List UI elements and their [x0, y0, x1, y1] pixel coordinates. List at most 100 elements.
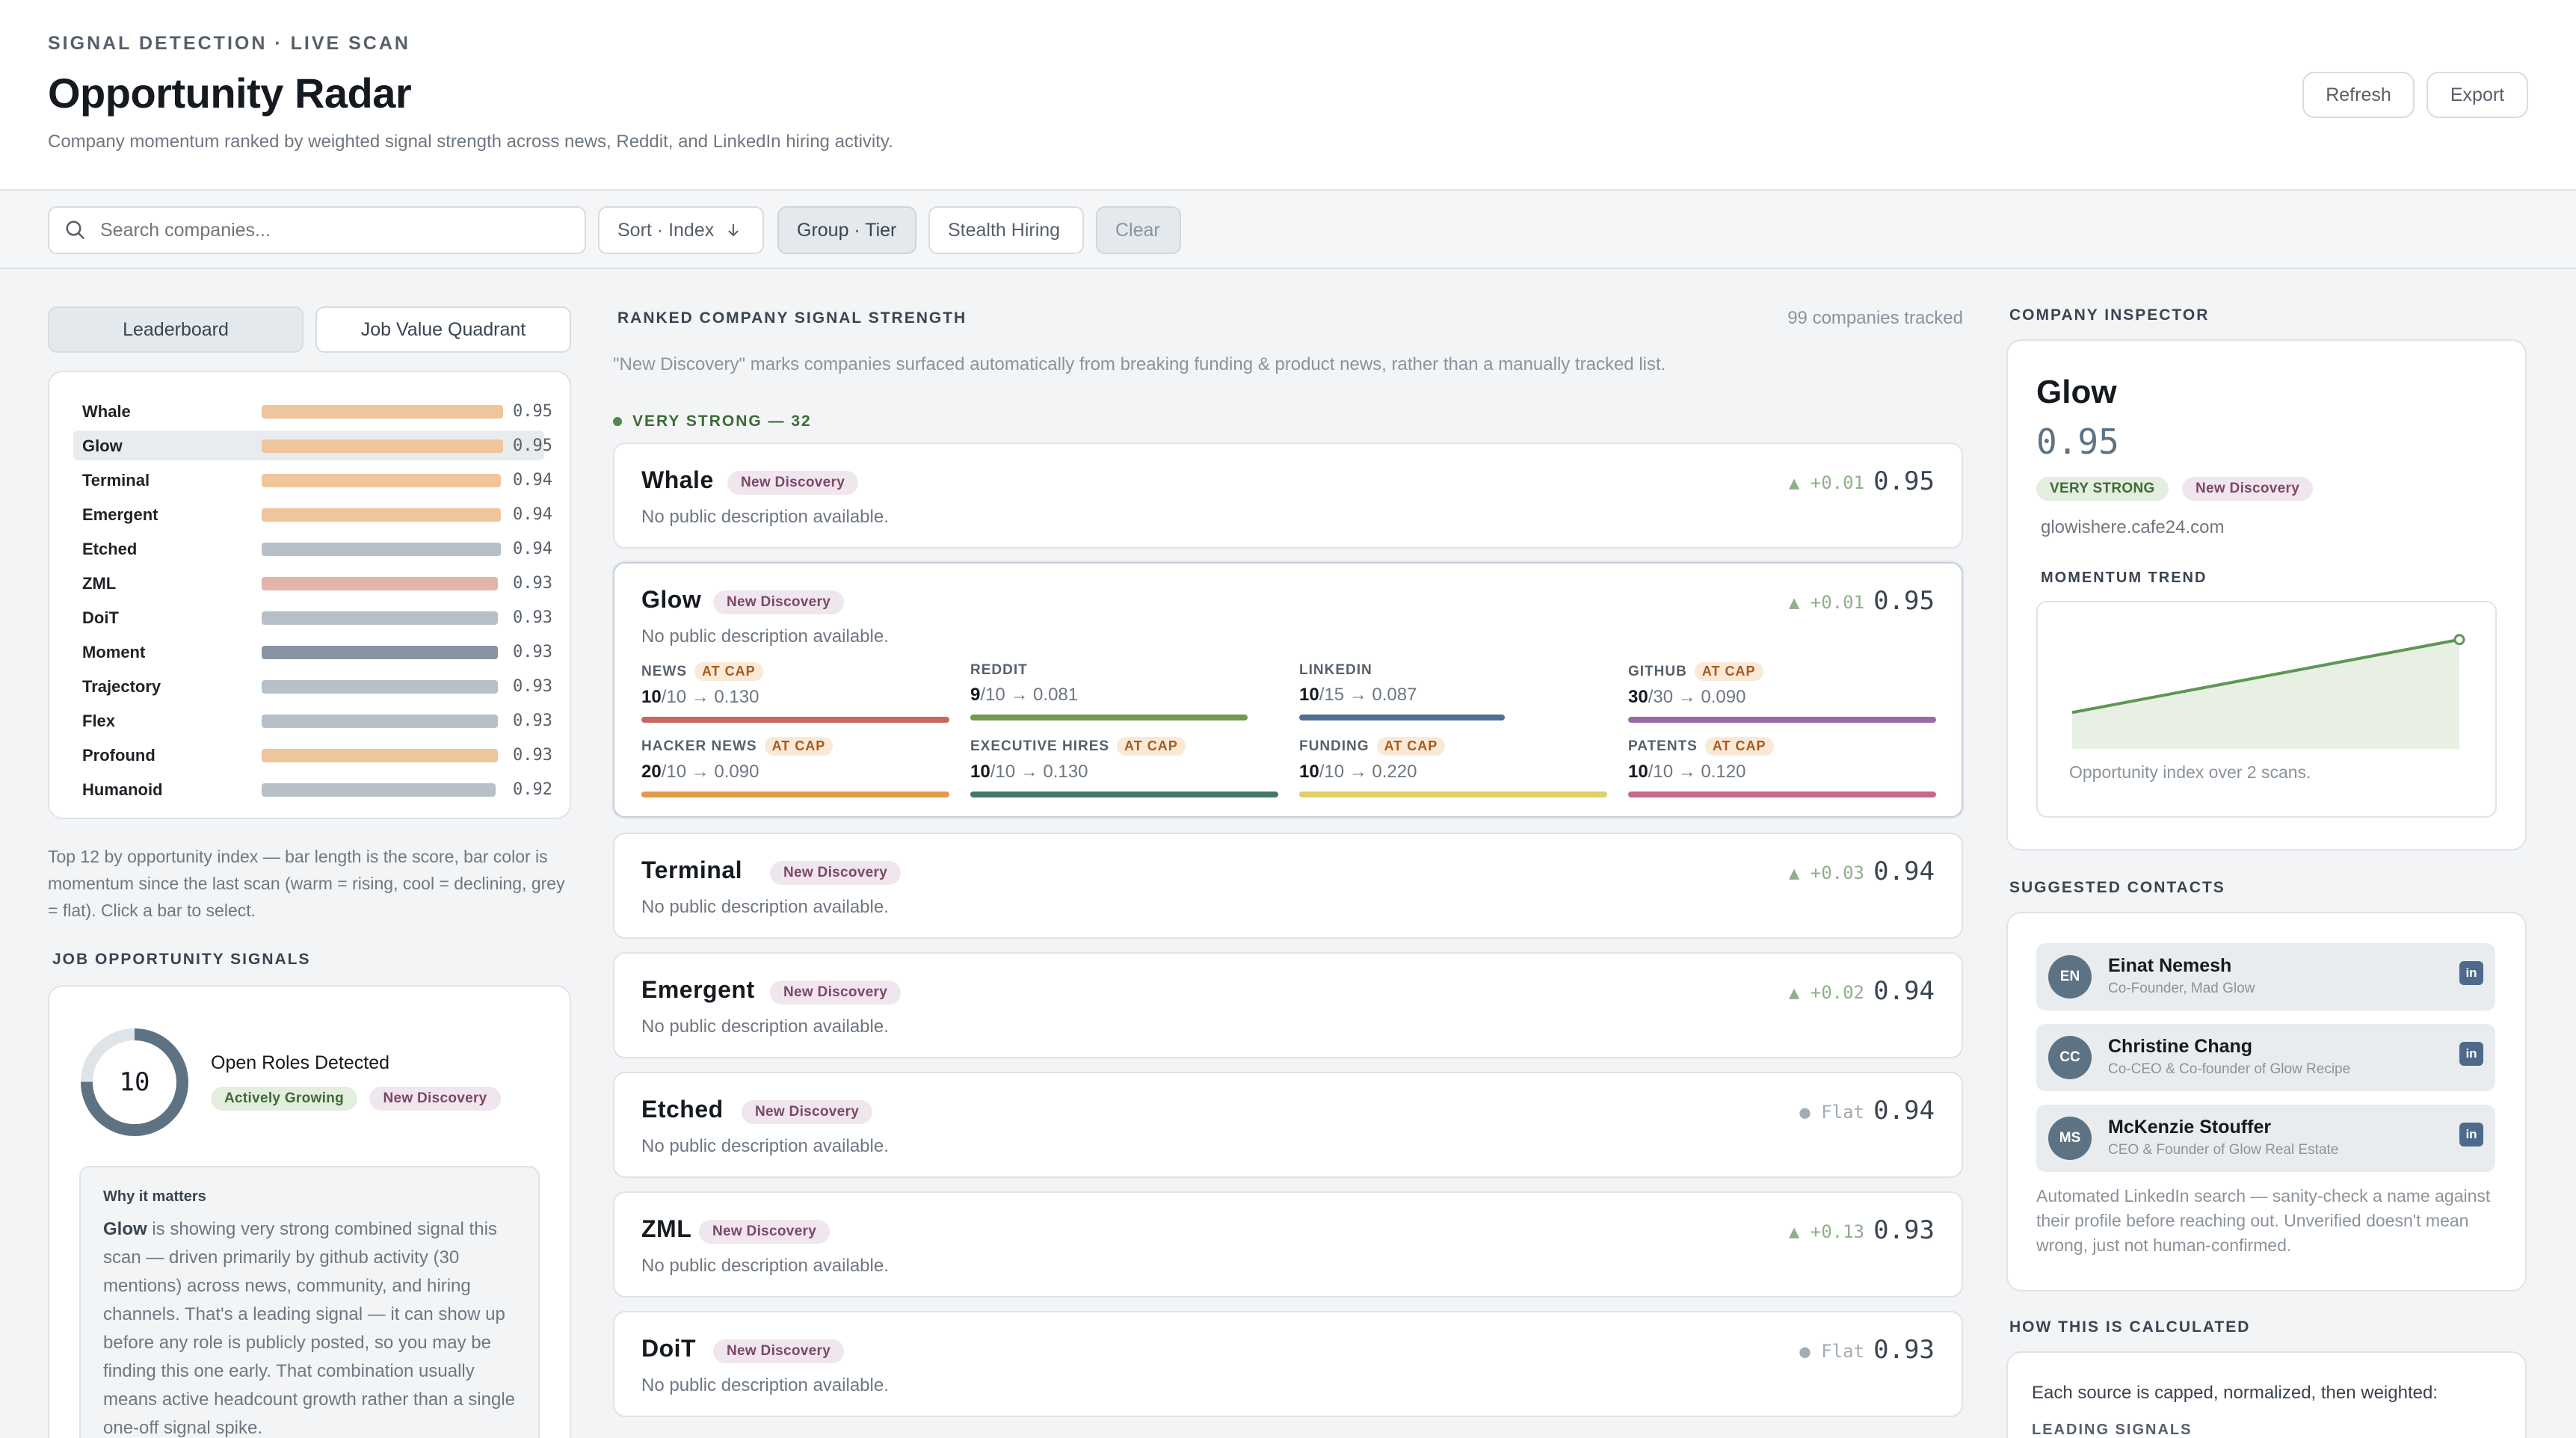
- inspector-new-discovery-badge: New Discovery: [2182, 477, 2314, 501]
- leaderboard-row[interactable]: Emergent 0.94: [73, 499, 552, 529]
- company-card[interactable]: ZML New Discovery No public description av…: [613, 1191, 1963, 1297]
- leaderboard-bar[interactable]: [262, 611, 498, 625]
- contact-row[interactable]: MS McKenzie Stouffer CEO & Founder of Glow…: [2036, 1105, 2495, 1172]
- page-kicker: SIGNAL DETECTION · LIVE SCAN: [48, 33, 410, 54]
- why-text: Glow is showing very strong combined sig…: [103, 1215, 519, 1438]
- leaderboard-score: 0.93: [513, 643, 552, 661]
- stealth-hiring-button[interactable]: Stealth Hiring: [928, 206, 1084, 254]
- signal-bar: [970, 715, 1248, 720]
- signal-label: LINKEDIN: [1299, 662, 1372, 678]
- company-score: 0.94: [1873, 976, 1935, 1006]
- leaderboard-bar[interactable]: [262, 783, 496, 797]
- leaderboard-bar[interactable]: [262, 543, 501, 556]
- trend-area: [2072, 639, 2459, 749]
- delta-indicator: ▲ +0.13: [1788, 1221, 1864, 1242]
- leaderboard-row[interactable]: Etched 0.94: [73, 534, 552, 564]
- leaderboard-bar[interactable]: [262, 680, 498, 694]
- inspector-card: Glow 0.95 VERY STRONG New Discovery glow…: [2006, 339, 2527, 851]
- leaderboard-row[interactable]: Terminal 0.94: [73, 465, 552, 495]
- why-it-matters-box: Why it matters Glow is showing very stro…: [79, 1166, 540, 1438]
- sort-label: Sort · Index: [617, 219, 715, 241]
- leaderboard-row[interactable]: Whale 0.95: [73, 396, 552, 426]
- leaderboard-bar[interactable]: [262, 577, 498, 590]
- flat-indicator: ● Flat: [1799, 1102, 1864, 1123]
- contact-role: CEO & Founder of Glow Real Estate: [2108, 1142, 2339, 1158]
- leaderboard-score: 0.94: [513, 540, 552, 558]
- page-header: SIGNAL DETECTION · LIVE SCAN Opportunity…: [0, 0, 2576, 191]
- leading-signals-label: LEADING SIGNALS: [2032, 1422, 2193, 1438]
- company-card[interactable]: Whale New Discovery No public description …: [613, 442, 1963, 549]
- leaderboard-name: Trajectory: [82, 677, 161, 696]
- leaderboard-row[interactable]: ZML 0.93: [73, 568, 552, 598]
- leaderboard-name: Profound: [82, 746, 155, 765]
- signal-count: 9: [970, 685, 981, 705]
- refresh-button[interactable]: Refresh: [2302, 72, 2415, 118]
- contact-row[interactable]: CC Christine Chang Co-CEO & Co-founder of …: [2036, 1024, 2495, 1091]
- company-score: 0.95: [1873, 586, 1935, 616]
- signal-count: 30: [1628, 687, 1648, 707]
- linkedin-icon[interactable]: in: [2459, 961, 2483, 985]
- company-card[interactable]: Emergent New Discovery No public descripti…: [613, 952, 1963, 1058]
- company-card[interactable]: Glow New Discovery No public description a…: [613, 562, 1963, 818]
- why-body: is showing very strong combined signal t…: [103, 1219, 516, 1438]
- signal-count: 10: [970, 762, 990, 782]
- leaderboard-bar[interactable]: [262, 474, 501, 487]
- avatar: EN: [2048, 955, 2092, 999]
- flat-indicator: ● Flat: [1799, 1341, 1864, 1362]
- company-name: Terminal: [641, 857, 742, 883]
- leaderboard-score: 0.92: [513, 780, 552, 799]
- sort-button[interactable]: Sort · Index: [598, 206, 764, 254]
- toolbar: Sort · Index Group · Tier Stealth Hiring…: [0, 191, 2576, 269]
- company-score: 0.95: [1873, 466, 1935, 496]
- clear-button[interactable]: Clear: [1096, 206, 1181, 254]
- leaderboard-bar[interactable]: [262, 749, 498, 762]
- signal-bar: [970, 791, 1278, 797]
- leaderboard-row[interactable]: DoiT 0.93: [73, 602, 552, 632]
- linkedin-icon[interactable]: in: [2459, 1123, 2483, 1147]
- group-button[interactable]: Group · Tier: [777, 206, 916, 254]
- why-title: Why it matters: [103, 1188, 206, 1205]
- delta-indicator: ▲ +0.01: [1788, 592, 1864, 613]
- company-card[interactable]: Etched New Discovery No public description…: [613, 1072, 1963, 1178]
- search-input[interactable]: [100, 219, 549, 241]
- leaderboard-row[interactable]: Flex 0.93: [73, 706, 552, 735]
- page-subtitle: Company momentum ranked by weighted sign…: [48, 132, 893, 152]
- new-discovery-badge: New Discovery: [713, 1339, 845, 1363]
- tab-leaderboard[interactable]: Leaderboard: [48, 306, 303, 353]
- leaderboard-name: DoiT: [82, 608, 119, 627]
- trend-point: [2453, 634, 2465, 646]
- job-signals-card: 10 Open Roles Detected Actively Growing …: [48, 985, 571, 1438]
- leaderboard-row[interactable]: Moment 0.93: [73, 637, 552, 667]
- leaderboard-name: Emergent: [82, 505, 158, 524]
- leaderboard-bar[interactable]: [262, 439, 503, 453]
- signal-detail: /15 → 0.087: [1319, 685, 1417, 705]
- signal-detail: /10 → 0.220: [1319, 762, 1417, 782]
- company-score: 0.94: [1873, 857, 1935, 886]
- leaderboard-bar[interactable]: [262, 646, 498, 659]
- search-box[interactable]: [48, 206, 586, 254]
- tab-job-value-quadrant[interactable]: Job Value Quadrant: [315, 306, 571, 353]
- leaderboard-note: Top 12 by opportunity index — bar length…: [48, 847, 565, 920]
- new-discovery-badge: New Discovery: [770, 861, 902, 885]
- new-discovery-badge: New Discovery: [699, 1220, 831, 1244]
- at-cap-badge: AT CAP: [1694, 662, 1763, 681]
- export-button[interactable]: Export: [2426, 72, 2528, 118]
- leaderboard-row[interactable]: Glow 0.95: [73, 431, 552, 460]
- leaderboard-row[interactable]: Humanoid 0.92: [73, 774, 552, 804]
- leaderboard-row[interactable]: Trajectory 0.93: [73, 671, 552, 701]
- trend-caption: Opportunity index over 2 scans.: [2069, 762, 2311, 782]
- signal-label: NEWS: [641, 664, 687, 679]
- new-discovery-note: "New Discovery" marks companies surfaced…: [613, 354, 1666, 374]
- leaderboard-bar[interactable]: [262, 405, 503, 419]
- inspector-label: COMPANY INSPECTOR: [2009, 306, 2210, 324]
- linkedin-icon[interactable]: in: [2459, 1042, 2483, 1066]
- signal-label: EXECUTIVE HIRES: [970, 738, 1110, 754]
- contact-row[interactable]: EN Einat Nemesh Co-Founder, Mad Glow in: [2036, 943, 2495, 1010]
- company-card[interactable]: Terminal New Discovery No public descripti…: [613, 833, 1963, 939]
- leaderboard-bar[interactable]: [262, 508, 501, 522]
- company-card[interactable]: DoiT New Discovery No public description a…: [613, 1311, 1963, 1417]
- page-title: Opportunity Radar: [48, 70, 412, 117]
- signal-label: GITHUB: [1628, 664, 1687, 679]
- leaderboard-row[interactable]: Profound 0.93: [73, 740, 552, 770]
- leaderboard-bar[interactable]: [262, 715, 498, 728]
